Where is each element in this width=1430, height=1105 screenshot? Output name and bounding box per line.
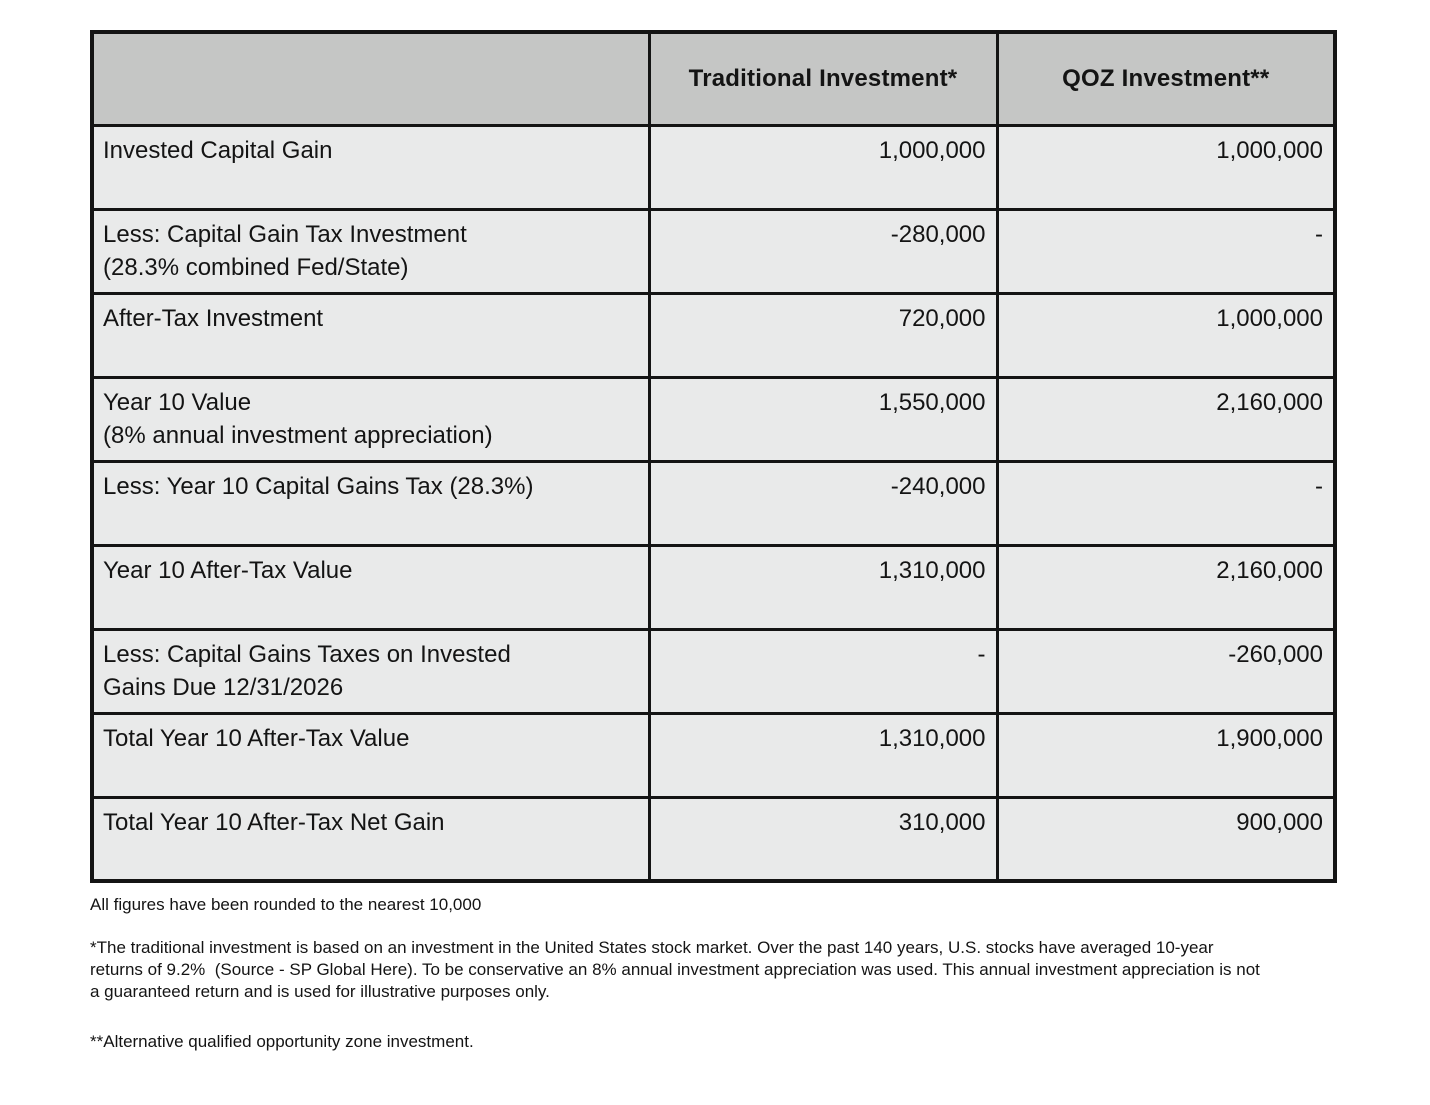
corner-cell <box>90 30 651 127</box>
traditional-value: 1,000,000 <box>647 123 999 211</box>
row-sublabel: (28.3% combined Fed/State) <box>103 253 409 281</box>
traditional-value: 720,000 <box>647 291 999 379</box>
row-label: Total Year 10 After-Tax Value <box>103 724 410 752</box>
table-row-after-tax-investment: After-Tax Investment 720,000 1,000,000 <box>90 291 1337 379</box>
row-label: Total Year 10 After-Tax Net Gain <box>103 808 445 836</box>
row-sublabel: Gains Due 12/31/2026 <box>103 673 344 701</box>
row-label: After-Tax Investment <box>103 304 324 332</box>
row-label: Less: Capital Gain Tax Investment <box>103 220 467 248</box>
investment-comparison-table: Traditional Investment* QOZ Investment**… <box>90 30 1337 883</box>
col-header-traditional: Traditional Investment* <box>647 30 999 127</box>
row-label: Year 10 Value <box>103 388 252 416</box>
traditional-value: -240,000 <box>647 459 999 547</box>
qoz-value: 2,160,000 <box>995 375 1337 463</box>
table-row-year10-after-tax-value: Year 10 After-Tax Value 1,310,000 2,160,… <box>90 543 1337 631</box>
traditional-investment-footnote: *The traditional investment is based on … <box>90 938 1260 1001</box>
qoz-value: - <box>995 207 1337 295</box>
row-sublabel: (8% annual investment appreciation) <box>103 421 493 449</box>
traditional-value: 310,000 <box>647 795 999 883</box>
table-body: Invested Capital Gain 1,000,000 1,000,00… <box>90 123 1337 883</box>
traditional-value: 1,550,000 <box>647 375 999 463</box>
traditional-value: - <box>647 627 999 715</box>
traditional-value: -280,000 <box>647 207 999 295</box>
qoz-value: 1,000,000 <box>995 291 1337 379</box>
qoz-value: - <box>995 459 1337 547</box>
row-label: Less: Capital Gains Taxes on Invested <box>103 640 511 668</box>
table-row-less-capital-gain-tax: Less: Capital Gain Tax Investment (28.3%… <box>90 207 1337 295</box>
traditional-value: 1,310,000 <box>647 543 999 631</box>
table-row-less-capital-gains-taxes-2026: Less: Capital Gains Taxes on Invested Ga… <box>90 627 1337 715</box>
table-row-less-year10-capital-gains-tax: Less: Year 10 Capital Gains Tax (28.3%) … <box>90 459 1337 547</box>
qoz-value: 2,160,000 <box>995 543 1337 631</box>
header-row: Traditional Investment* QOZ Investment** <box>90 30 1337 127</box>
row-label: Less: Year 10 Capital Gains Tax (28.3%) <box>103 472 534 500</box>
qoz-value: 1,000,000 <box>995 123 1337 211</box>
row-label: Invested Capital Gain <box>103 136 333 164</box>
qoz-investment-footnote: **Alternative qualified opportunity zone… <box>90 1032 474 1051</box>
table-header: Traditional Investment* QOZ Investment** <box>90 30 1337 127</box>
qoz-value: 1,900,000 <box>995 711 1337 799</box>
qoz-value: -260,000 <box>995 627 1337 715</box>
col-header-qoz: QOZ Investment** <box>995 30 1337 127</box>
table-row-invested-capital-gain: Invested Capital Gain 1,000,000 1,000,00… <box>90 123 1337 211</box>
table-row-year10-value: Year 10 Value (8% annual investment appr… <box>90 375 1337 463</box>
table-row-total-year10-after-tax-value: Total Year 10 After-Tax Value 1,310,000 … <box>90 711 1337 799</box>
traditional-value: 1,310,000 <box>647 711 999 799</box>
row-label: Year 10 After-Tax Value <box>103 556 353 584</box>
qoz-value: 900,000 <box>995 795 1337 883</box>
table-row-total-year10-after-tax-net-gain: Total Year 10 After-Tax Net Gain 310,000… <box>90 795 1337 883</box>
rounding-note: All figures have been rounded to the nea… <box>90 895 482 914</box>
